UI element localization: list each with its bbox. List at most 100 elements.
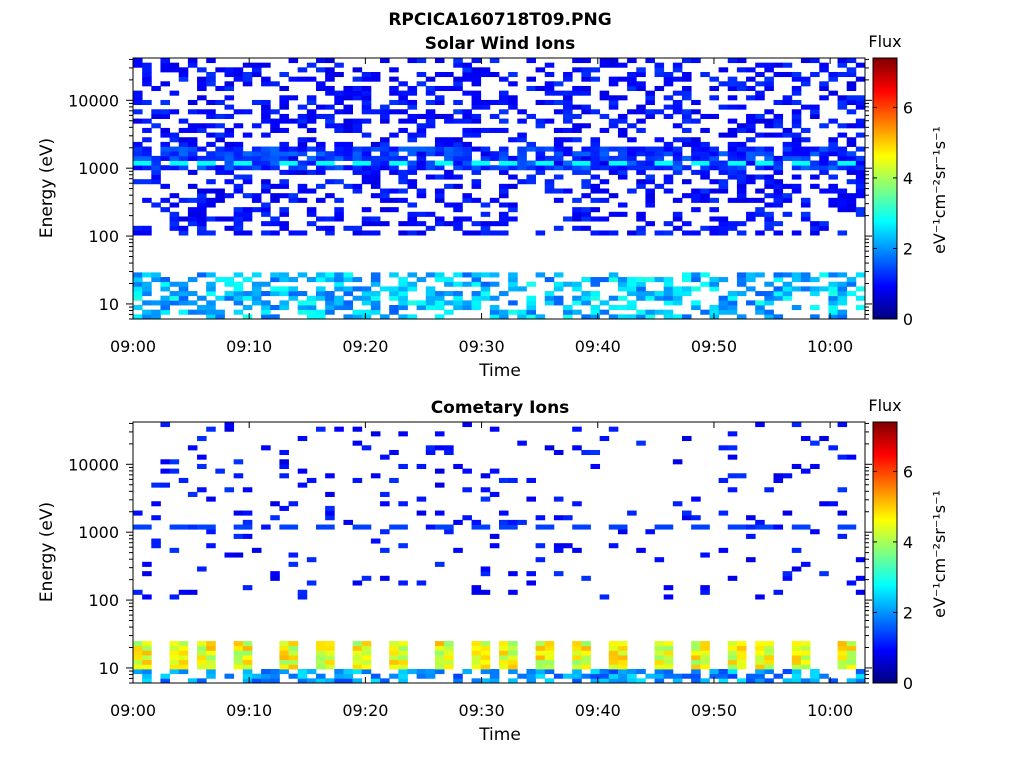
heatmap-cell <box>197 202 207 208</box>
heatmap-cell <box>334 141 344 147</box>
heatmap-cell <box>279 118 289 124</box>
heatmap-cell <box>553 81 564 87</box>
heatmap-cell <box>764 174 774 180</box>
heatmap-cell <box>380 193 390 199</box>
heatmap-cell <box>535 118 546 124</box>
heatmap-cell <box>764 225 774 231</box>
heatmap-cell <box>526 174 536 180</box>
heatmap-cell <box>553 174 564 180</box>
heatmap-cell <box>480 151 491 157</box>
heatmap-cell <box>206 141 216 147</box>
heatmap-cell <box>746 272 756 278</box>
heatmap-cell <box>407 216 418 222</box>
heatmap-cell <box>636 169 646 175</box>
heatmap-cell <box>434 174 445 180</box>
heatmap-cell <box>627 151 637 157</box>
heatmap-cell <box>434 645 445 651</box>
heatmap-cell <box>746 678 756 684</box>
heatmap-cell <box>636 146 646 152</box>
heatmap-cell <box>306 169 317 175</box>
heatmap-cell <box>187 155 198 161</box>
heatmap-cell <box>608 123 619 129</box>
heatmap-cell <box>773 673 784 679</box>
heatmap-cell <box>160 58 170 64</box>
heatmap-cell <box>352 183 363 189</box>
heatmap-cell <box>627 109 637 115</box>
heatmap-cell <box>837 155 848 161</box>
heatmap-cell <box>581 207 591 213</box>
heatmap-cell <box>782 281 793 287</box>
heatmap-cell <box>389 659 399 665</box>
x-tick-label: 09:10 <box>226 337 272 356</box>
heatmap-cell <box>343 272 353 278</box>
heatmap-cell <box>206 160 216 166</box>
heatmap-cell <box>855 207 866 213</box>
heatmap-cell <box>444 146 454 152</box>
heatmap-cell <box>727 655 738 661</box>
heatmap-cell <box>334 216 344 222</box>
heatmap-cell <box>480 645 491 651</box>
heatmap-cell <box>434 146 445 152</box>
heatmap-cell <box>142 146 152 152</box>
y-tick-label: 1000 <box>78 523 119 542</box>
heatmap-cell <box>627 137 637 143</box>
heatmap-cell <box>663 151 674 157</box>
heatmap-cell <box>590 183 601 189</box>
heatmap-cell <box>489 230 500 236</box>
colorbar-unit: eV⁻¹cm⁻²sr⁻¹s⁻¹ <box>930 126 949 254</box>
heatmap-cell <box>434 561 445 567</box>
heatmap-cell <box>599 678 610 684</box>
heatmap-cell <box>508 655 518 661</box>
heatmap-cell <box>325 473 335 479</box>
heatmap-cell <box>389 132 399 138</box>
heatmap-cell <box>718 81 729 87</box>
heatmap-cell <box>590 216 601 222</box>
heatmap-cell <box>380 104 390 110</box>
heatmap-cell <box>288 673 299 679</box>
heatmap-cell <box>416 580 427 586</box>
heatmap-cell <box>178 641 189 647</box>
heatmap-cell <box>215 85 225 92</box>
heatmap-cell <box>553 295 564 301</box>
heatmap-cell <box>471 277 482 283</box>
heatmap-cell <box>709 216 719 222</box>
heatmap-cell <box>306 155 317 161</box>
heatmap-cell <box>617 529 628 535</box>
heatmap-cell <box>572 650 582 656</box>
heatmap-cell <box>846 524 857 530</box>
heatmap-cell <box>846 155 857 161</box>
heatmap-cell <box>489 165 500 171</box>
heatmap-cell <box>242 673 253 679</box>
heatmap-cell <box>636 71 646 78</box>
heatmap-cell <box>398 641 408 647</box>
heatmap-cell <box>627 85 637 92</box>
heatmap-cell <box>709 155 719 161</box>
heatmap-cell <box>270 291 280 297</box>
heatmap-cell <box>334 155 344 161</box>
heatmap-cell <box>553 496 564 502</box>
heatmap-cell <box>151 482 161 488</box>
heatmap-cell <box>306 113 317 119</box>
heatmap-cell <box>791 422 802 428</box>
heatmap-cell <box>233 524 244 530</box>
heatmap-cell <box>709 281 719 287</box>
heatmap-cell <box>270 109 280 115</box>
heatmap-cell <box>187 300 198 306</box>
heatmap-cell <box>572 645 582 651</box>
heatmap-cell <box>627 286 637 292</box>
heatmap-cell <box>187 62 198 68</box>
heatmap-cell <box>242 305 253 311</box>
heatmap-cell <box>242 207 253 213</box>
heatmap-cell <box>691 109 701 115</box>
heatmap-cell <box>270 127 280 133</box>
heatmap-cell <box>819 169 829 175</box>
heatmap-cell <box>764 146 774 152</box>
heatmap-cell <box>251 197 262 203</box>
heatmap-cell <box>270 277 280 283</box>
heatmap-cell <box>242 655 253 661</box>
heatmap-cell <box>791 659 802 665</box>
heatmap-cell <box>682 137 692 143</box>
heatmap-cell <box>178 659 189 665</box>
heatmap-cell <box>444 183 454 189</box>
heatmap-cell <box>444 309 454 315</box>
